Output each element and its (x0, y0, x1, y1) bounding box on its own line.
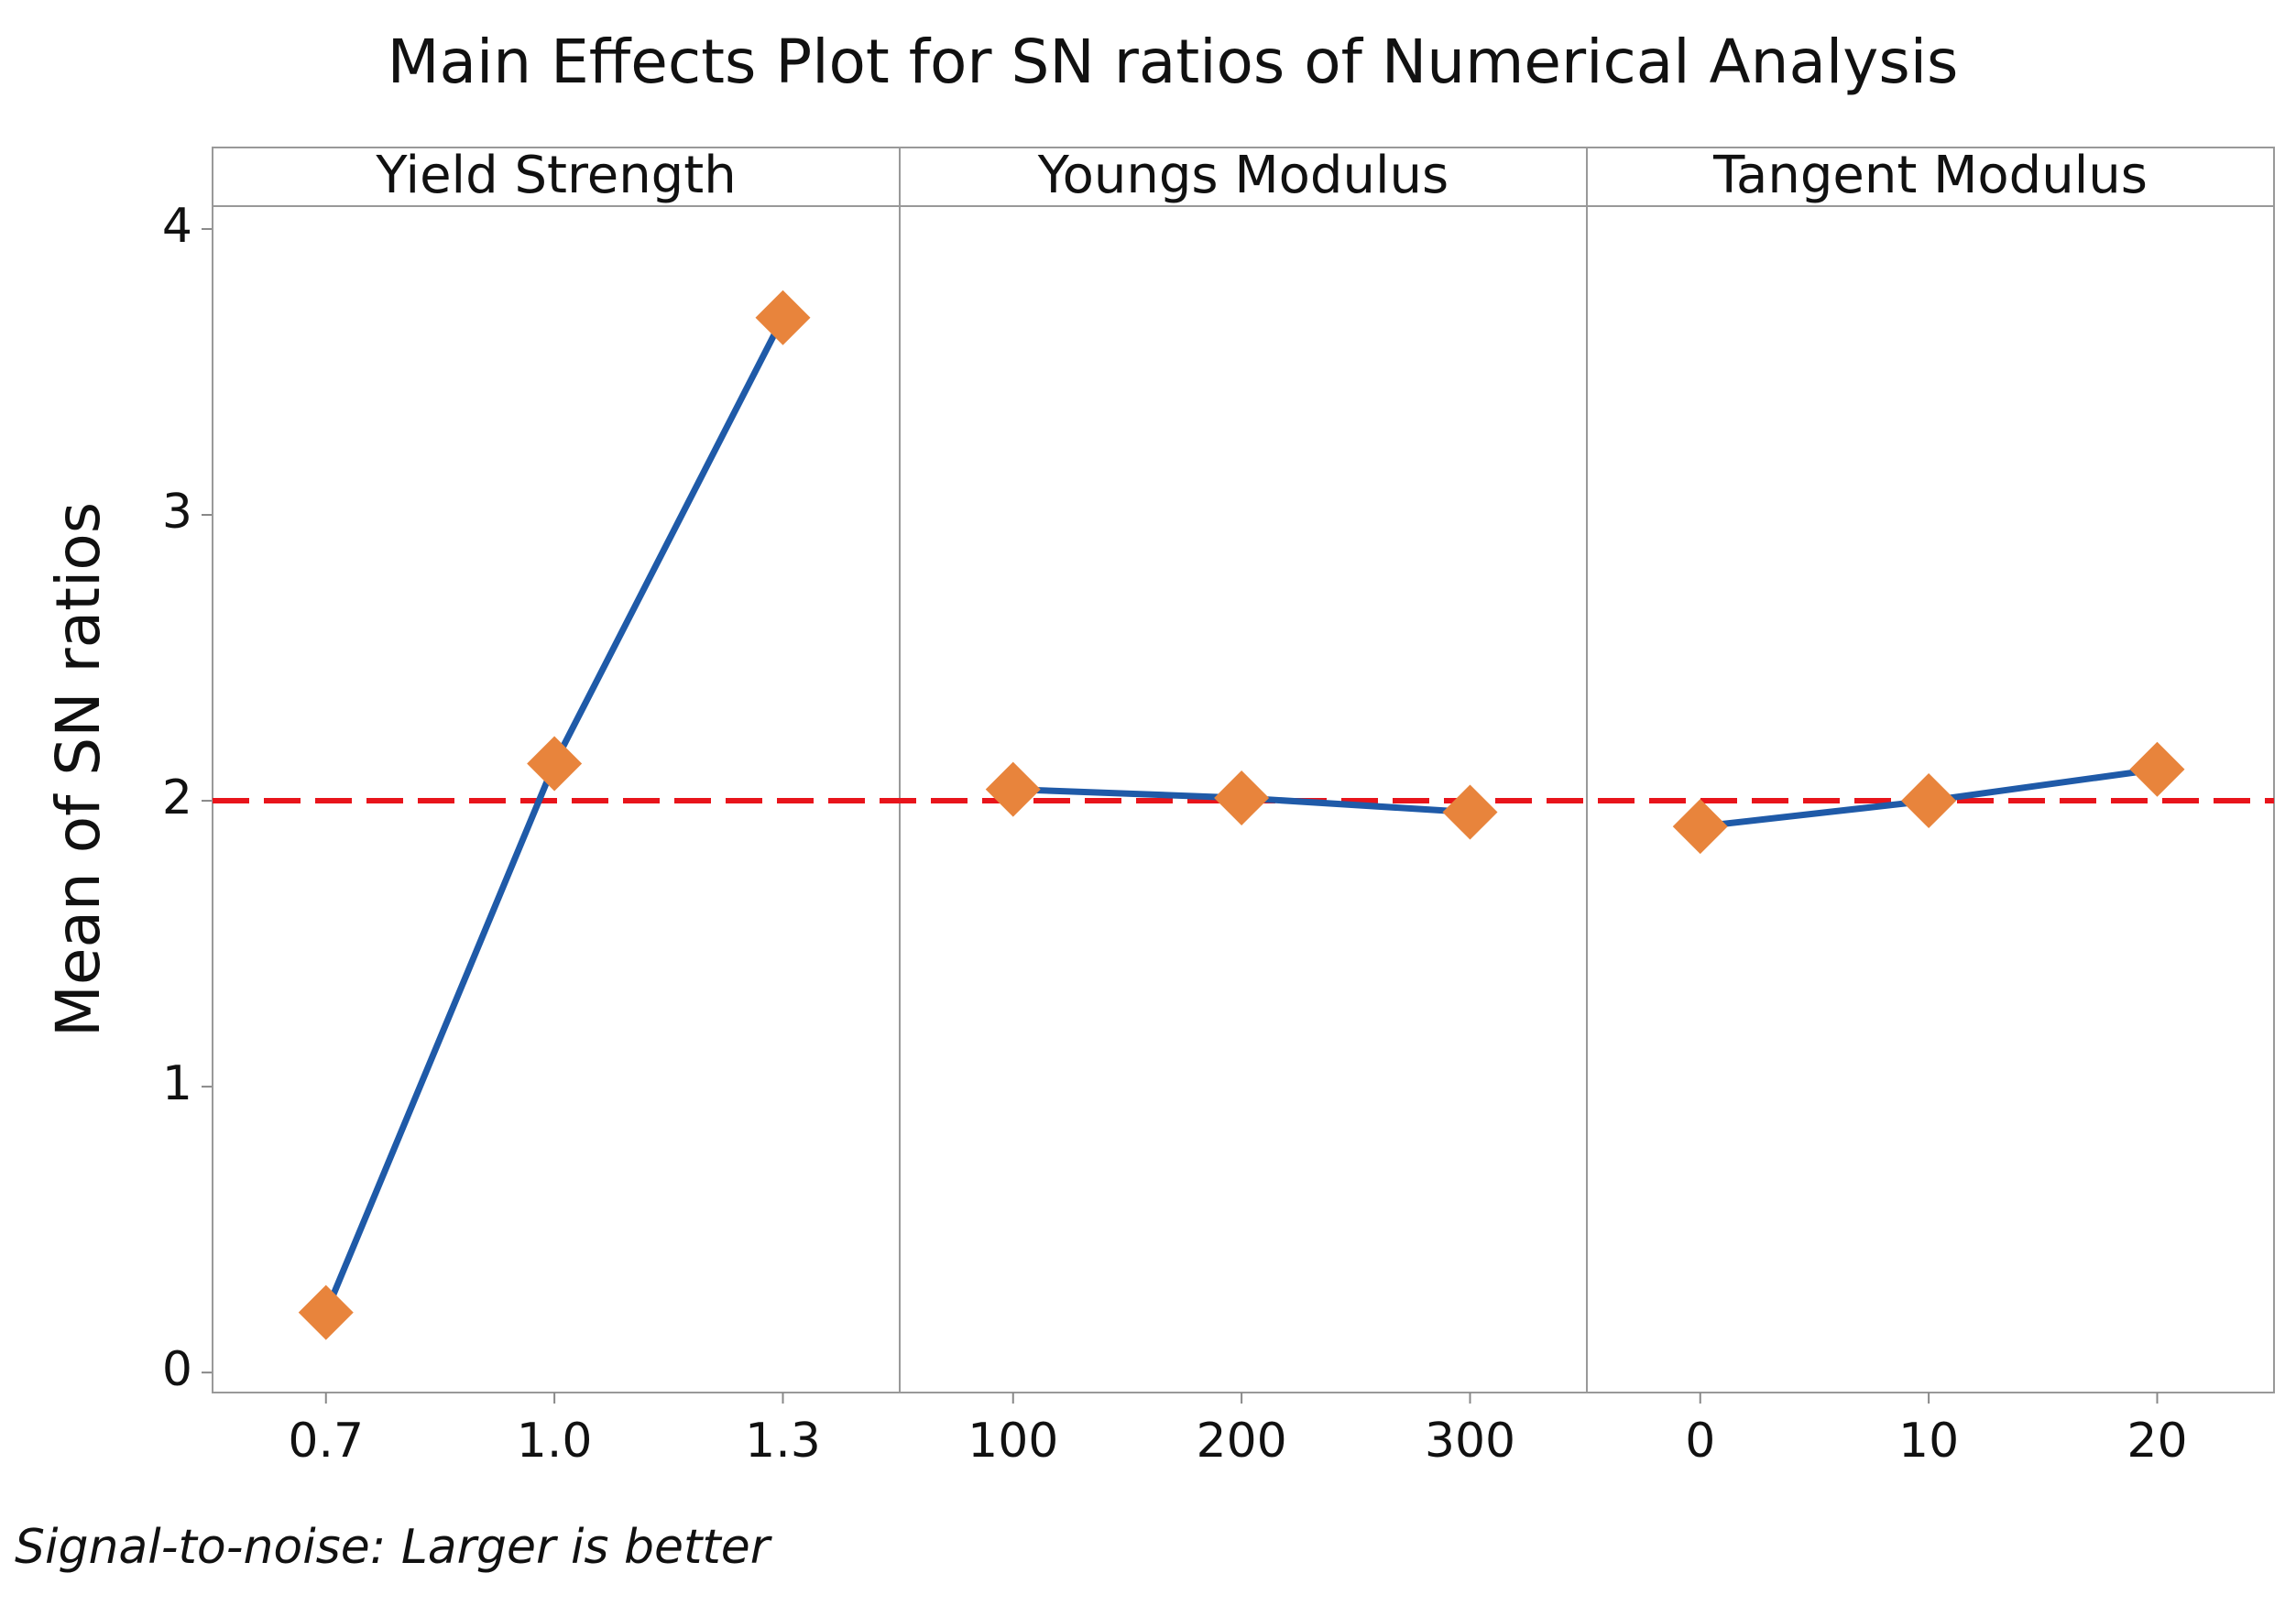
panel-title: Tangent Modulus (1712, 146, 2148, 205)
x-tick-label: 300 (1425, 1414, 1515, 1469)
y-tick-label: 3 (162, 485, 192, 540)
point-marker (1442, 784, 1498, 840)
point-marker (527, 736, 583, 792)
x-tick-label: 10 (1898, 1414, 1959, 1469)
panel-header (1586, 147, 2275, 207)
x-tick-label: 100 (968, 1414, 1058, 1469)
y-axis-label: Mean of SN ratios (43, 502, 114, 1037)
panel-header (899, 147, 1588, 207)
series-line (323, 316, 786, 1314)
y-tick-label: 4 (162, 199, 192, 254)
x-tick-label: 0.7 (288, 1414, 364, 1469)
x-tick-label: 0 (1685, 1414, 1715, 1469)
footnote: Signal-to-noise: Larger is better (15, 1520, 773, 1575)
x-tick-label: 1.3 (745, 1414, 821, 1469)
point-marker (298, 1284, 354, 1340)
y-tick-label: 1 (162, 1056, 192, 1111)
chart-title: Main Effects Plot for SN ratios of Numer… (388, 27, 1959, 97)
point-marker (1672, 799, 1728, 855)
point-marker (1901, 773, 1957, 829)
point-marker (985, 761, 1041, 817)
panel-header (212, 147, 901, 207)
panel-title: Youngs Modulus (1037, 146, 1449, 205)
y-tick-label: 2 (162, 770, 192, 825)
panel-title: Yield Strength (375, 146, 736, 205)
x-tick-label: 200 (1196, 1414, 1286, 1469)
x-tick-label: 20 (2127, 1414, 2187, 1469)
y-tick-label: 0 (162, 1342, 192, 1397)
point-marker (1214, 770, 1270, 825)
point-marker (2129, 741, 2185, 797)
x-tick-label: 1.0 (517, 1414, 593, 1469)
point-marker (755, 290, 811, 345)
